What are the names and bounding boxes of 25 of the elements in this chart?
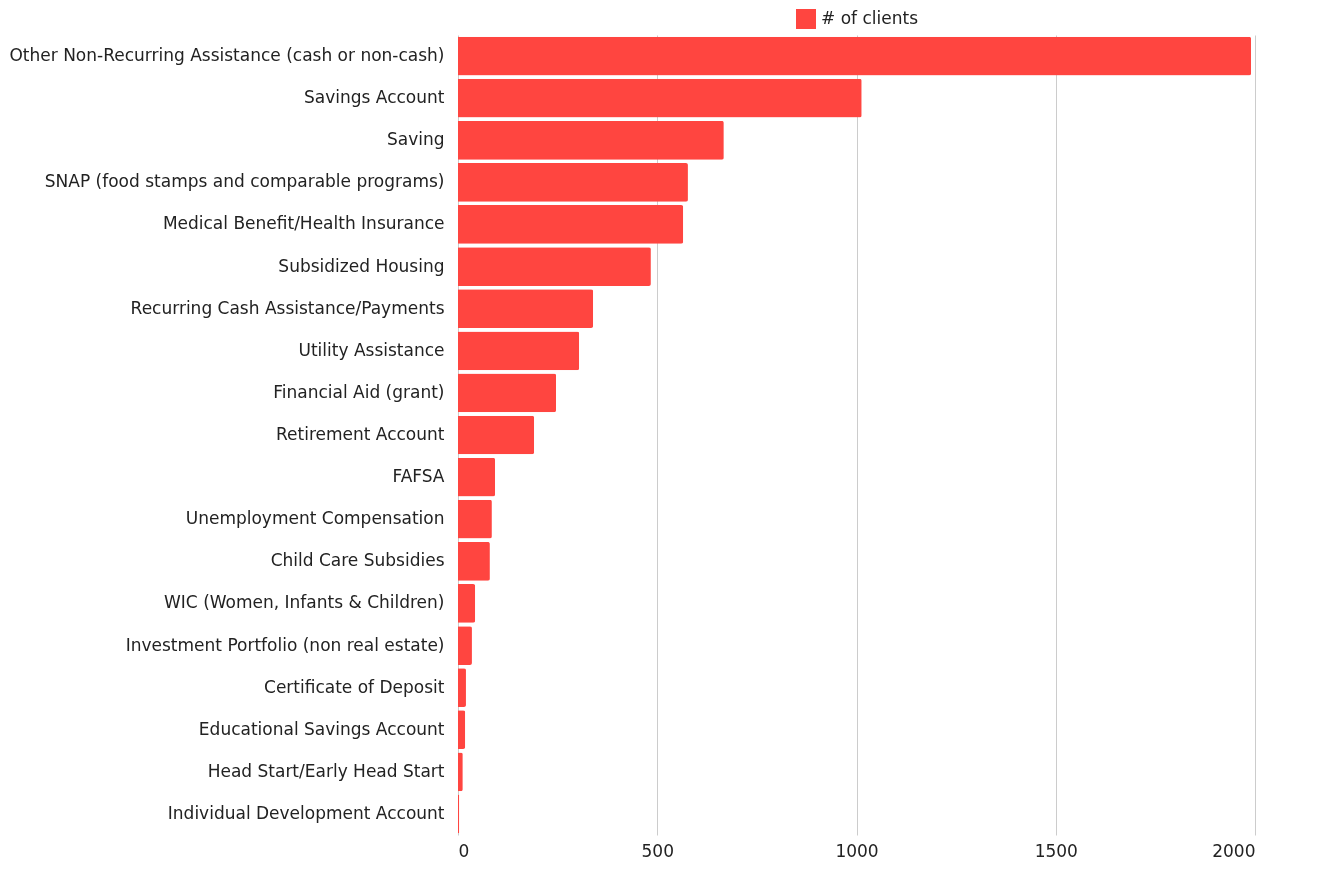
- y-tick-label: Utility Assistance: [298, 339, 445, 360]
- y-tick-label: Head Start/Early Head Start: [207, 760, 445, 781]
- y-tick-label: WIC (Women, Infants & Children): [164, 592, 445, 613]
- x-tick-label: 1000: [835, 840, 879, 861]
- y-tick-label: Individual Development Account: [167, 802, 445, 823]
- x-tick-label: 1500: [1034, 840, 1078, 861]
- x-tick-label: 2000: [1212, 840, 1256, 861]
- y-tick-label: Other Non-Recurring Assistance (cash or non-cash): [9, 45, 445, 66]
- y-tick-label: Educational Savings Account: [198, 718, 445, 739]
- y-tick-label: SNAP (food stamps and comparable programs): [44, 171, 445, 192]
- y-tick-label: Retirement Account: [276, 424, 445, 444]
- y-tick-label: Child Care Subsidies: [270, 550, 445, 571]
- y-tick-label: Medical Benefit/Health Insurance: [162, 213, 445, 234]
- y-tick-label: Certificate of Deposit: [264, 676, 445, 697]
- y-tick-label: Subsidized Housing: [278, 255, 445, 276]
- y-tick-label: Financial Aid (grant): [273, 381, 445, 402]
- x-tick-label: 500: [641, 840, 674, 861]
- y-tick-label: Unemployment Compensation: [185, 508, 445, 529]
- y-tick-label: Saving: [386, 129, 445, 150]
- legend-label: # of clients: [821, 8, 919, 28]
- y-tick-label: Recurring Cash Assistance/Payments: [130, 297, 445, 318]
- y-tick-label: FAFSA: [392, 466, 445, 487]
- y-tick-label: Investment Portfolio (non real estate): [125, 634, 445, 655]
- x-tick-label: 0: [458, 840, 470, 861]
- y-tick-label: Savings Account: [304, 87, 445, 108]
